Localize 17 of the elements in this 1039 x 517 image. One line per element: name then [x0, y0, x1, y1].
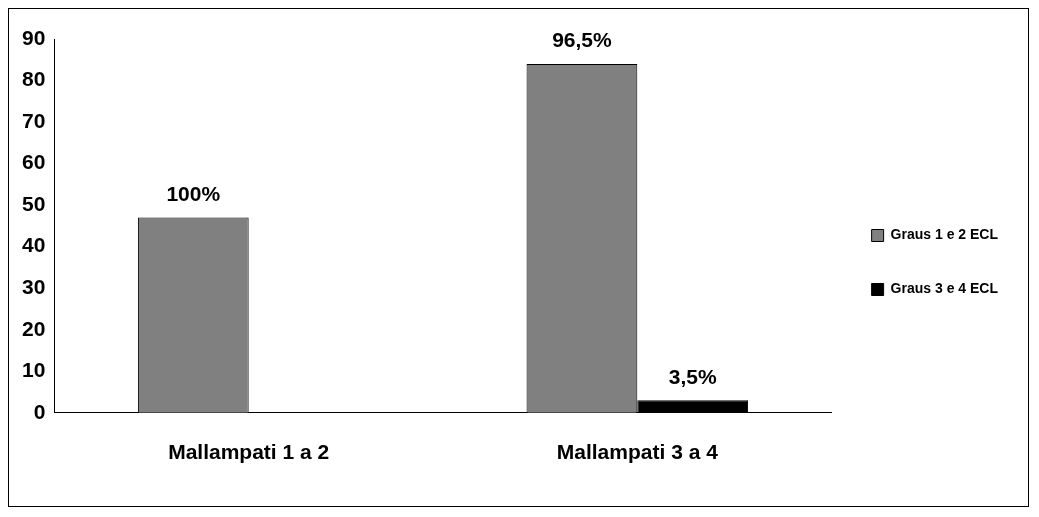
x-tick-label: Mallampati 3 a 4: [556, 440, 719, 464]
y-tick-label: 20: [22, 316, 46, 340]
y-tick-label: 60: [22, 150, 46, 174]
x-tick-label: Mallampati 1 a 2: [168, 440, 330, 464]
y-tick-label: 80: [22, 67, 46, 91]
annotation: 100%: [166, 181, 221, 205]
y-tick-label: 0: [33, 399, 46, 423]
y-tick-label: 30: [22, 275, 46, 298]
annotation: 96,5%: [552, 28, 613, 52]
y-tick-label: 90: [22, 25, 46, 49]
annotation: 3,5%: [668, 364, 717, 388]
y-tick-label: 40: [22, 233, 46, 257]
y-tick-label: 70: [22, 108, 46, 132]
legend-label: Graus 1 e 2 ECL: [890, 226, 999, 243]
legend-label: Graus 3 e 4 ECL: [890, 280, 999, 297]
y-tick-label: 10: [22, 358, 46, 382]
y-tick-label: 50: [22, 191, 46, 215]
